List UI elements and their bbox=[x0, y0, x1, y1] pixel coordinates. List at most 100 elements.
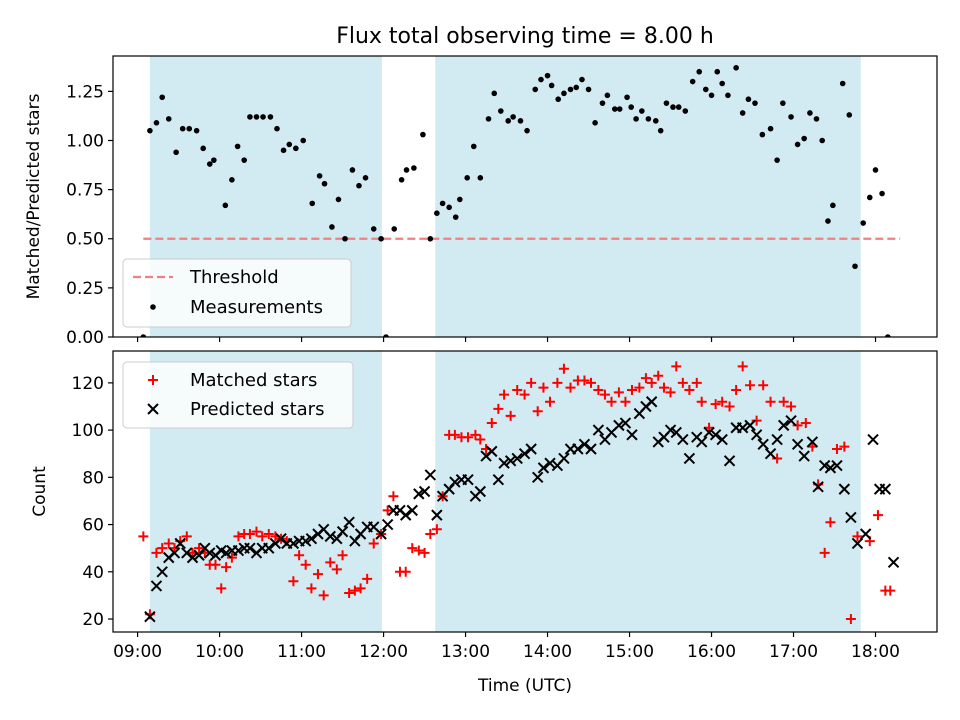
predicted-point bbox=[424, 469, 437, 481]
matched-point bbox=[163, 538, 174, 549]
measurement-point bbox=[179, 125, 186, 132]
matched-point bbox=[226, 552, 237, 563]
measurement-point bbox=[866, 194, 873, 201]
measurement-point bbox=[548, 82, 555, 89]
measurement-point bbox=[398, 176, 405, 183]
matched-point bbox=[449, 429, 460, 440]
measurement-point bbox=[585, 86, 592, 93]
matched-point bbox=[257, 531, 268, 542]
measurement-point bbox=[452, 214, 459, 220]
measurement-point bbox=[767, 125, 774, 132]
measurement-point bbox=[825, 218, 831, 224]
predicted-point bbox=[831, 459, 843, 472]
predicted-point bbox=[723, 455, 736, 467]
measurement-point bbox=[846, 112, 853, 118]
measurement-point bbox=[370, 226, 377, 232]
predicted-point bbox=[824, 462, 837, 474]
measurement-point bbox=[505, 118, 511, 124]
measurement-point bbox=[253, 114, 260, 120]
matched-point bbox=[349, 585, 360, 596]
measurement-point bbox=[439, 200, 446, 207]
matched-point bbox=[532, 406, 543, 417]
matched-point bbox=[758, 380, 769, 391]
matched-point bbox=[318, 590, 329, 601]
predicted-point bbox=[887, 556, 900, 569]
matched-point bbox=[845, 614, 856, 625]
predicted-point bbox=[244, 542, 256, 554]
x-tick-label: 10:00 bbox=[195, 642, 244, 662]
measurement-point bbox=[807, 110, 813, 116]
measurement-point bbox=[420, 131, 426, 138]
predicted-point bbox=[413, 488, 425, 500]
measurement-point bbox=[780, 100, 786, 106]
measurement-point bbox=[801, 135, 807, 142]
measurement-point bbox=[733, 64, 739, 71]
matched-point bbox=[792, 420, 803, 431]
matched-point bbox=[157, 543, 168, 554]
matched-point bbox=[344, 588, 355, 599]
predicted-point bbox=[324, 530, 336, 543]
measurement-point bbox=[206, 161, 213, 167]
matched-point bbox=[634, 382, 645, 393]
matched-point bbox=[731, 384, 742, 395]
measurement-point bbox=[485, 116, 492, 122]
matched-point bbox=[852, 531, 863, 542]
measurement-point bbox=[702, 86, 709, 93]
y-tick-label: 1.25 bbox=[66, 82, 104, 102]
measurement-point bbox=[470, 143, 477, 150]
x-tick-label: 09:00 bbox=[113, 642, 162, 662]
measurement-point bbox=[604, 92, 611, 99]
measurement-point bbox=[173, 149, 179, 156]
predicted-point bbox=[449, 476, 461, 488]
measurement-point bbox=[200, 145, 206, 152]
measurement-point bbox=[628, 104, 634, 110]
measurement-point bbox=[714, 68, 721, 75]
matched-point bbox=[839, 441, 850, 452]
measurement-point bbox=[446, 204, 452, 211]
x-tick-label: 14:00 bbox=[523, 642, 572, 662]
measurement-point bbox=[670, 104, 676, 110]
predicted-point bbox=[518, 448, 531, 460]
legend-box bbox=[122, 258, 352, 328]
legend-measurements-swatch bbox=[150, 304, 156, 310]
matched-point bbox=[552, 377, 563, 388]
predicted-point bbox=[613, 419, 625, 432]
measurement-point bbox=[274, 125, 280, 132]
matched-point bbox=[751, 415, 762, 426]
matched-point bbox=[684, 384, 695, 395]
measurement-point bbox=[477, 175, 484, 181]
matched-point bbox=[765, 396, 776, 407]
matched-point bbox=[463, 432, 474, 443]
measurement-point bbox=[657, 127, 664, 134]
measurement-point bbox=[719, 80, 725, 87]
predicted-point bbox=[806, 436, 819, 448]
predicted-point bbox=[537, 462, 550, 474]
x-tick-label: 12:00 bbox=[359, 642, 408, 662]
predicted-point bbox=[504, 455, 517, 467]
measurement-point bbox=[544, 72, 551, 79]
predicted-point bbox=[168, 547, 181, 559]
predicted-point bbox=[867, 433, 879, 446]
plot-area bbox=[140, 56, 901, 337]
x-tick-label: 16:00 bbox=[687, 642, 736, 662]
matched-point bbox=[671, 361, 682, 372]
x-tick-label: 17:00 bbox=[769, 642, 818, 662]
measurement-point bbox=[633, 116, 639, 122]
predicted-point bbox=[263, 542, 275, 554]
predicted-point bbox=[204, 547, 216, 559]
matched-point bbox=[382, 505, 393, 516]
measurement-point bbox=[592, 120, 598, 126]
measurement-point bbox=[247, 114, 253, 120]
shaded-interval bbox=[435, 56, 861, 337]
matched-point bbox=[181, 531, 192, 542]
measurement-point bbox=[645, 116, 652, 122]
legend-box bbox=[122, 361, 354, 429]
measurement-point bbox=[229, 176, 235, 183]
predicted-point bbox=[851, 537, 864, 550]
matched-point bbox=[368, 538, 379, 549]
measurement-point bbox=[652, 118, 659, 124]
predicted-point bbox=[150, 580, 163, 592]
matched-point bbox=[512, 384, 523, 395]
predicted-point bbox=[406, 504, 418, 517]
